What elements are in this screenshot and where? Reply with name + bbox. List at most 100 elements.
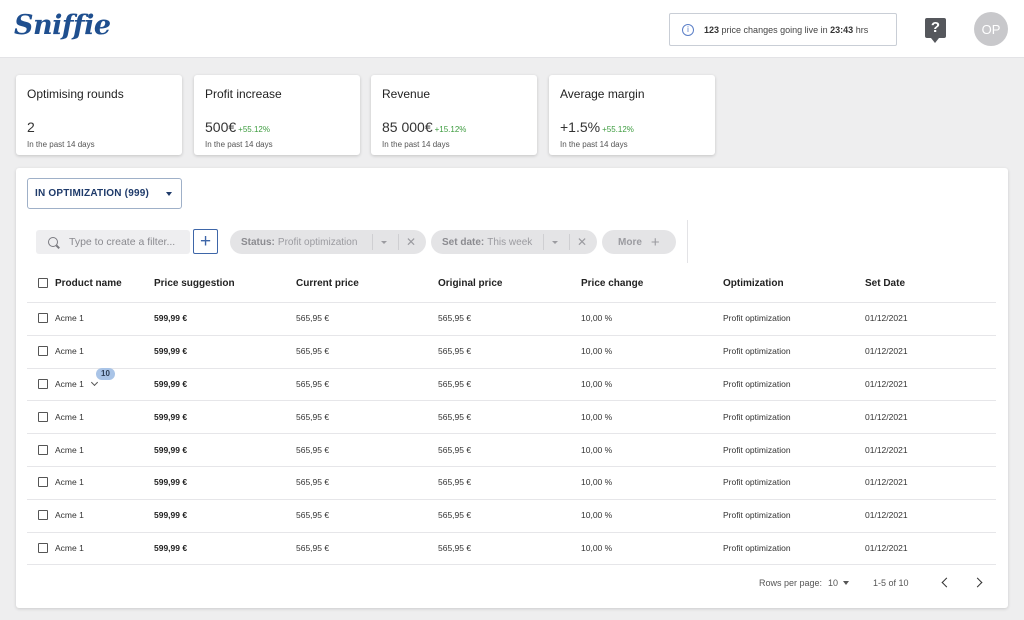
product-name-cell: Acme 1 [55, 444, 84, 455]
price-change-notice[interactable]: i 123 price changes going live in 23:43 … [669, 13, 897, 46]
row-checkbox[interactable] [38, 411, 48, 422]
price-change-cell: 10,00 % [581, 411, 613, 422]
optimization-cell: Profit optimization [723, 444, 791, 455]
kpi-card: Revenue 85 000€ +15.12% In the past 14 days [371, 75, 537, 155]
set-date-cell: 01/12/2021 [865, 313, 908, 324]
product-name-cell: Acme 1 [55, 543, 84, 553]
kpi-title: Revenue [382, 87, 431, 101]
price-change-cell: 10,00 % [581, 444, 613, 455]
price-suggestion-cell: 599,99 € [154, 543, 188, 553]
col-header-product-name[interactable]: Product name [55, 278, 122, 289]
price-suggestion-cell: 599,99 € [154, 346, 188, 357]
row-checkbox[interactable] [38, 379, 48, 389]
caret-down-icon[interactable] [552, 241, 558, 244]
kpi-value: 85 000€ [382, 119, 433, 135]
kpi-value-line: +1.5% +55.12% [560, 119, 704, 135]
search-icon [48, 237, 58, 247]
select-all-checkbox[interactable] [38, 278, 48, 288]
status-filter-key: Status: [241, 236, 275, 248]
current-price-cell: 565,95 € [296, 346, 330, 357]
more-filters-label: More [618, 236, 642, 248]
price-suggestion-cell: 599,99 € [154, 510, 188, 521]
set-date-cell: 01/12/2021 [865, 510, 908, 521]
col-header-original-price[interactable]: Original price [438, 278, 503, 289]
status-filter-value: Profit optimization [277, 236, 358, 248]
top-header: Sniffie i 123 price changes going live i… [0, 0, 1024, 58]
col-header-current-price[interactable]: Current price [296, 278, 359, 289]
product-name-cell: Acme 1 [55, 313, 84, 324]
price-suggestion-cell: 599,99 € [154, 444, 188, 455]
price-change-cell: 10,00 % [581, 346, 613, 357]
price-change-cell: 10,00 % [581, 510, 613, 521]
more-filters-button[interactable]: More + [602, 230, 676, 254]
product-name-cell: Acme 1 [55, 379, 84, 389]
col-header-optimization[interactable]: Optimization [723, 278, 784, 289]
product-name-cell: Acme 1 [55, 510, 84, 521]
row-checkbox[interactable] [38, 510, 48, 521]
notice-unit: hrs [855, 24, 869, 35]
row-checkbox[interactable] [38, 477, 48, 488]
kpi-title: Profit increase [205, 87, 282, 101]
variant-count-badge: 10 [96, 368, 115, 380]
price-change-cell: 10,00 % [581, 543, 613, 553]
chip-divider [372, 234, 373, 250]
row-checkbox[interactable] [38, 543, 48, 553]
filter-search-input[interactable]: Type to create a filter... [36, 230, 190, 254]
caret-down-icon[interactable] [843, 581, 849, 585]
current-price-cell: 565,95 € [296, 313, 330, 324]
close-icon[interactable]: ✕ [406, 235, 417, 249]
close-icon[interactable]: ✕ [577, 235, 588, 249]
original-price-cell: 565,95 € [438, 411, 472, 422]
current-price-cell: 565,95 € [296, 543, 330, 553]
kpi-card: Optimising rounds 2 In the past 14 days [16, 75, 182, 155]
kpi-value-line: 500€ +55.12% [205, 119, 349, 135]
kpi-value-line: 2 [27, 119, 171, 135]
kpi-period: In the past 14 days [205, 140, 273, 149]
expand-chevron-icon[interactable] [90, 378, 99, 387]
set-date-cell: 01/12/2021 [865, 444, 908, 455]
products-panel: IN OPTIMIZATION (999) Type to create a f… [16, 168, 1008, 608]
add-filter-button[interactable]: + [193, 229, 218, 254]
caret-down-icon[interactable] [381, 241, 387, 244]
status-filter-chip[interactable]: Status: Profit optimization ✕ [230, 230, 426, 254]
kpi-title: Optimising rounds [27, 87, 124, 101]
caret-down-icon [166, 192, 172, 196]
current-price-cell: 565,95 € [296, 510, 330, 521]
rows-per-page-label: Rows per page: [759, 578, 823, 588]
rows-per-page-select[interactable]: 10 [828, 578, 839, 588]
product-name-cell: Acme 1 [55, 411, 84, 422]
set-date-filter-value: This week [487, 236, 533, 248]
row-checkbox[interactable] [38, 444, 48, 455]
kpi-period: In the past 14 days [382, 140, 450, 149]
col-header-price-change[interactable]: Price change [581, 278, 644, 289]
optimization-cell: Profit optimization [723, 543, 791, 553]
kpi-title: Average margin [560, 87, 645, 101]
chip-divider [569, 234, 570, 250]
optimization-cell: Profit optimization [723, 313, 791, 324]
row-divider [27, 400, 996, 402]
set-date-filter-chip[interactable]: Set date: This week ✕ [431, 230, 597, 254]
set-date-cell: 01/12/2021 [865, 379, 908, 389]
col-header-price-suggestion[interactable]: Price suggestion [154, 278, 235, 289]
row-checkbox[interactable] [38, 346, 48, 357]
app-logo[interactable]: Sniffie [14, 10, 111, 41]
original-price-cell: 565,95 € [438, 346, 472, 357]
row-divider [27, 367, 996, 369]
pagination-range: 1-5 of 10 [873, 578, 909, 588]
col-header-set-date[interactable]: Set Date [865, 278, 906, 289]
product-name-cell: Acme 1 [55, 477, 84, 488]
prev-page-icon[interactable] [941, 577, 952, 588]
next-page-icon[interactable] [972, 577, 983, 588]
help-icon[interactable]: ? [925, 18, 946, 43]
row-checkbox[interactable] [38, 313, 48, 324]
user-avatar[interactable]: OP [974, 12, 1008, 46]
optimization-cell: Profit optimization [723, 379, 791, 389]
kpi-delta: +55.12% [238, 125, 270, 134]
header-divider [27, 302, 996, 303]
kpi-delta: +15.12% [434, 125, 467, 134]
row-divider [27, 531, 996, 533]
view-select[interactable]: IN OPTIMIZATION (999) [27, 178, 182, 209]
row-divider [27, 334, 996, 336]
price-suggestion-cell: 599,99 € [154, 313, 188, 324]
price-change-cell: 10,00 % [581, 477, 613, 488]
